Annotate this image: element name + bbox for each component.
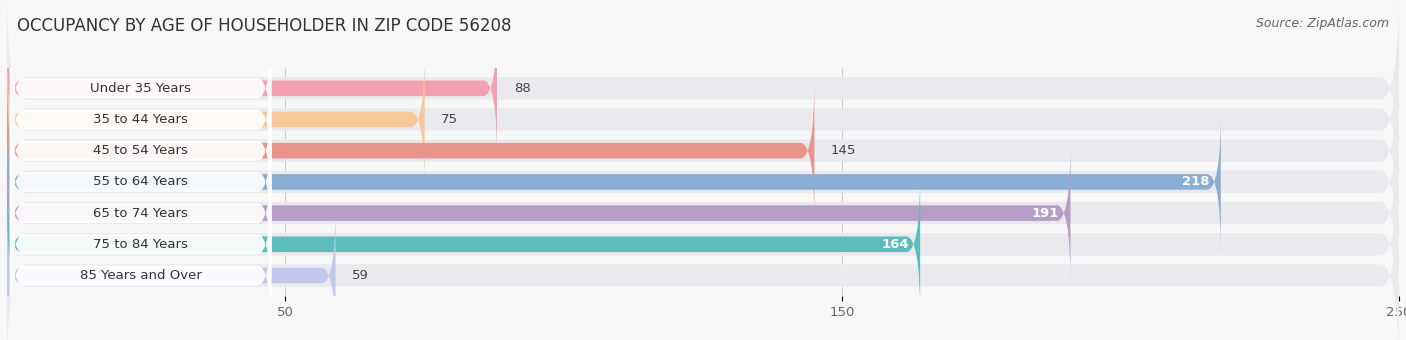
FancyBboxPatch shape <box>7 0 1399 186</box>
FancyBboxPatch shape <box>10 207 271 340</box>
Text: 59: 59 <box>353 269 370 282</box>
Text: 164: 164 <box>882 238 910 251</box>
FancyBboxPatch shape <box>10 83 271 219</box>
FancyBboxPatch shape <box>10 51 271 188</box>
Text: 218: 218 <box>1182 175 1209 188</box>
FancyBboxPatch shape <box>7 143 1070 283</box>
Text: 65 to 74 Years: 65 to 74 Years <box>93 207 188 220</box>
FancyBboxPatch shape <box>10 145 271 281</box>
Text: 191: 191 <box>1032 207 1059 220</box>
Text: 45 to 54 Years: 45 to 54 Years <box>93 144 188 157</box>
FancyBboxPatch shape <box>7 146 1399 340</box>
Text: Under 35 Years: Under 35 Years <box>90 82 191 95</box>
FancyBboxPatch shape <box>10 114 271 250</box>
FancyBboxPatch shape <box>7 18 496 158</box>
Text: 75: 75 <box>441 113 458 126</box>
Text: 145: 145 <box>831 144 856 157</box>
Text: 75 to 84 Years: 75 to 84 Years <box>93 238 188 251</box>
FancyBboxPatch shape <box>10 176 271 312</box>
Text: 85 Years and Over: 85 Years and Over <box>80 269 201 282</box>
FancyBboxPatch shape <box>7 49 425 190</box>
FancyBboxPatch shape <box>7 205 336 340</box>
FancyBboxPatch shape <box>7 84 1399 280</box>
Text: 88: 88 <box>513 82 530 95</box>
Text: 35 to 44 Years: 35 to 44 Years <box>93 113 188 126</box>
FancyBboxPatch shape <box>7 53 1399 249</box>
FancyBboxPatch shape <box>7 115 1399 311</box>
FancyBboxPatch shape <box>7 174 920 314</box>
FancyBboxPatch shape <box>7 81 814 221</box>
FancyBboxPatch shape <box>7 112 1220 252</box>
Text: 55 to 64 Years: 55 to 64 Years <box>93 175 188 188</box>
Text: OCCUPANCY BY AGE OF HOUSEHOLDER IN ZIP CODE 56208: OCCUPANCY BY AGE OF HOUSEHOLDER IN ZIP C… <box>17 17 512 35</box>
FancyBboxPatch shape <box>7 21 1399 218</box>
Text: Source: ZipAtlas.com: Source: ZipAtlas.com <box>1256 17 1389 30</box>
FancyBboxPatch shape <box>10 20 271 156</box>
FancyBboxPatch shape <box>7 177 1399 340</box>
